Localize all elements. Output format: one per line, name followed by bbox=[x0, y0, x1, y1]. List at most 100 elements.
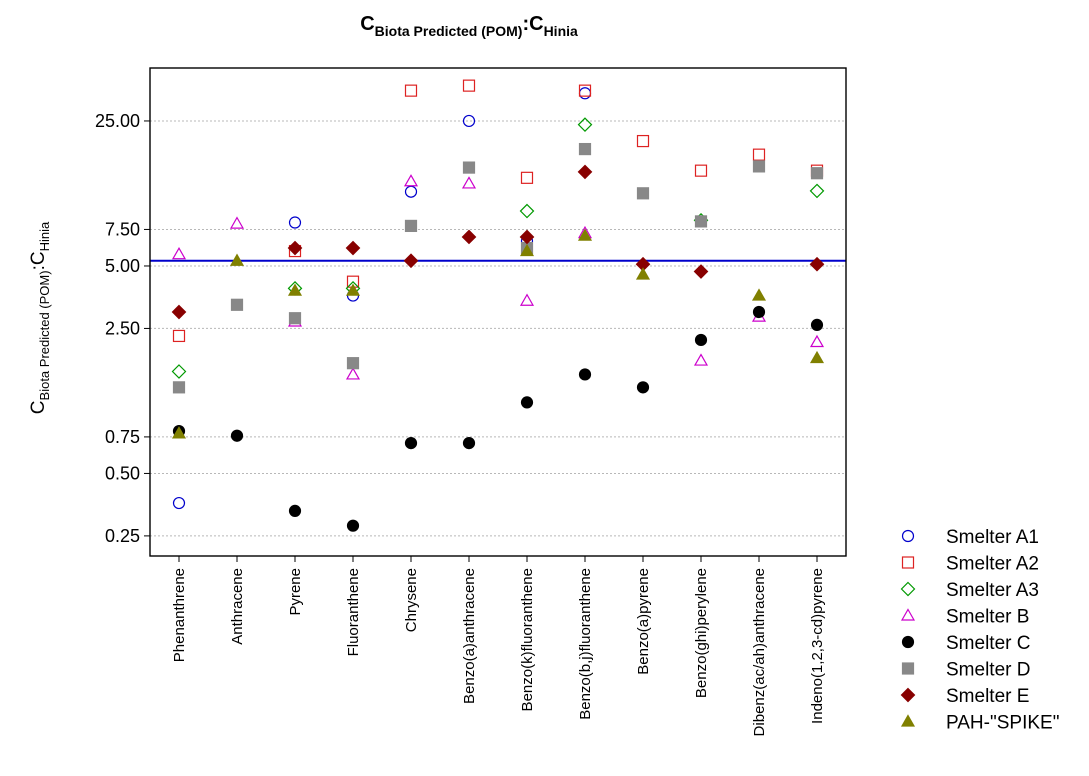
x-tick-label-benzo-b-j-fluoranthene: Benzo(b,j)fluoranthene bbox=[577, 568, 594, 720]
legend-label: Smelter A2 bbox=[946, 554, 1039, 575]
data-point-pah-spike-benzo-b-j-fluoranthene bbox=[577, 228, 593, 241]
data-point-smelter-a3-benzo-k-fluoranthene bbox=[519, 203, 535, 219]
data-point-smelter-b-fluoranthene bbox=[345, 367, 361, 380]
legend-marker bbox=[901, 662, 915, 675]
data-point-pah-spike-benzo-k-fluoranthene bbox=[519, 243, 535, 257]
legend-marker bbox=[900, 581, 916, 597]
data-point-smelter-b-benzo-a-anthracene bbox=[461, 176, 477, 189]
data-point-smelter-d-dibenz-ac-ah-anthracene bbox=[752, 160, 766, 173]
x-tick-label-benzo-k-fluoranthene: Benzo(k)fluoranthene bbox=[519, 568, 536, 711]
y-tick-label: 0.50 bbox=[105, 463, 140, 483]
data-point-smelter-e-indeno-1-2-3-cd-pyrene bbox=[809, 256, 825, 272]
x-tick-label-benzo-ghi-perylene: Benzo(ghi)perylene bbox=[693, 568, 710, 698]
x-tick-label-chrysene: Chrysene bbox=[403, 568, 420, 632]
data-point-smelter-a2-benzo-a-pyrene bbox=[636, 134, 650, 148]
legend-item-smelter-b: Smelter B bbox=[900, 607, 1029, 628]
data-point-pah-spike-anthracene bbox=[229, 253, 245, 266]
data-point-smelter-a2-benzo-b-j-fluoranthene bbox=[578, 84, 592, 97]
legend-label: Smelter D bbox=[946, 660, 1030, 681]
data-point-smelter-a3-benzo-b-j-fluoranthene bbox=[577, 117, 593, 132]
legend-item-smelter-c: Smelter C bbox=[901, 633, 1030, 654]
data-point-smelter-e-benzo-ghi-perylene bbox=[693, 264, 709, 279]
data-point-pah-spike-indeno-1-2-3-cd-pyrene bbox=[809, 350, 825, 364]
data-point-smelter-c-pyrene bbox=[288, 504, 302, 517]
data-point-smelter-d-indeno-1-2-3-cd-pyrene bbox=[810, 167, 824, 180]
legend-item-pah-spike: PAH-"SPIKE" bbox=[900, 713, 1059, 734]
data-point-smelter-a2-chrysene bbox=[404, 84, 418, 97]
data-point-smelter-e-benzo-b-j-fluoranthene bbox=[577, 164, 593, 180]
data-point-pah-spike-fluoranthene bbox=[345, 283, 361, 296]
data-point-smelter-a2-benzo-ghi-perylene bbox=[694, 164, 708, 177]
data-point-smelter-b-phenanthrene bbox=[171, 246, 187, 260]
data-point-pah-spike-dibenz-ac-ah-anthracene bbox=[751, 288, 767, 301]
legend: Smelter A1 Smelter A2 Smelter A3 Smelter B S… bbox=[900, 527, 1059, 734]
series-smelter-a1 bbox=[172, 87, 592, 510]
legend-label: Smelter A1 bbox=[946, 527, 1039, 548]
series-pah-spike bbox=[171, 228, 825, 439]
x-tick-label-dibenz-ac-ah-anthracene: Dibenz(ac/ah)anthracene bbox=[751, 568, 768, 736]
data-point-pah-spike-benzo-a-pyrene bbox=[635, 267, 651, 280]
legend-item-smelter-a1: Smelter A1 bbox=[901, 527, 1039, 548]
legend-marker bbox=[900, 714, 916, 727]
x-tick-label-benzo-a-pyrene: Benzo(a)pyrene bbox=[635, 568, 652, 675]
series-smelter-b bbox=[171, 174, 825, 380]
data-point-pah-spike-pyrene bbox=[287, 283, 303, 296]
legend-label: Smelter C bbox=[946, 633, 1030, 654]
data-point-smelter-b-benzo-ghi-perylene bbox=[693, 353, 709, 366]
series-smelter-e bbox=[171, 164, 825, 320]
data-point-smelter-c-anthracene bbox=[230, 429, 244, 442]
data-point-smelter-d-pyrene bbox=[288, 312, 302, 325]
data-point-smelter-c-benzo-a-anthracene bbox=[462, 437, 476, 450]
series-smelter-d bbox=[172, 142, 824, 394]
legend-label: Smelter A3 bbox=[946, 580, 1039, 601]
y-tick-label: 0.75 bbox=[105, 427, 140, 447]
data-point-smelter-d-benzo-a-anthracene bbox=[462, 161, 476, 174]
series-smelter-a3 bbox=[171, 117, 825, 379]
legend-label: Smelter B bbox=[946, 607, 1029, 628]
data-point-smelter-d-phenanthrene bbox=[172, 381, 186, 394]
x-tick-label-pyrene: Pyrene bbox=[287, 568, 304, 616]
data-point-smelter-d-chrysene bbox=[404, 219, 418, 233]
legend-item-smelter-a2: Smelter A2 bbox=[901, 554, 1039, 575]
x-tick-label-phenanthrene: Phenanthrene bbox=[171, 568, 188, 662]
data-point-smelter-a1-chrysene bbox=[404, 185, 418, 198]
data-point-smelter-a2-dibenz-ac-ah-anthracene bbox=[752, 148, 766, 161]
data-point-smelter-a1-phenanthrene bbox=[172, 496, 186, 510]
data-point-smelter-c-benzo-a-pyrene bbox=[636, 381, 650, 394]
series-smelter-a2 bbox=[172, 79, 824, 343]
data-point-smelter-d-anthracene bbox=[230, 298, 244, 311]
y-tick-label: 2.50 bbox=[105, 318, 140, 338]
data-point-smelter-c-benzo-b-j-fluoranthene bbox=[578, 368, 592, 381]
legend-marker bbox=[901, 556, 915, 569]
data-point-smelter-a1-benzo-b-j-fluoranthene bbox=[578, 87, 592, 100]
grid-lines bbox=[150, 120, 846, 537]
legend-item-smelter-d: Smelter D bbox=[901, 660, 1030, 681]
data-point-smelter-b-chrysene bbox=[403, 174, 419, 187]
data-point-smelter-c-indeno-1-2-3-cd-pyrene bbox=[810, 318, 824, 331]
legend-marker bbox=[901, 635, 915, 649]
y-axis-label: CBiota Predicted (POM):CHinia bbox=[28, 221, 52, 414]
y-tick-label: 0.25 bbox=[105, 526, 140, 546]
data-point-smelter-c-benzo-ghi-perylene bbox=[694, 333, 708, 347]
data-point-smelter-c-fluoranthene bbox=[346, 519, 360, 532]
legend-marker bbox=[900, 687, 916, 703]
x-tick-label-benzo-a-anthracene: Benzo(a)anthracene bbox=[461, 568, 478, 704]
data-point-smelter-a3-phenanthrene bbox=[171, 364, 187, 379]
data-point-smelter-c-chrysene bbox=[404, 437, 418, 450]
legend-label: PAH-"SPIKE" bbox=[946, 713, 1059, 734]
chart-title: CBiota Predicted (POM):CHinia bbox=[360, 13, 578, 39]
x-axis-ticks: Phenanthrene Anthracene Pyrene Fluoranthene… bbox=[171, 556, 826, 736]
y-tick-label: 5.00 bbox=[105, 256, 140, 276]
data-point-smelter-a3-indeno-1-2-3-cd-pyrene bbox=[809, 183, 825, 199]
data-point-smelter-a1-benzo-a-anthracene bbox=[462, 114, 476, 128]
y-tick-label: 7.50 bbox=[105, 219, 140, 239]
legend-item-smelter-a3: Smelter A3 bbox=[900, 580, 1039, 601]
legend-label: Smelter E bbox=[946, 686, 1029, 707]
data-points bbox=[171, 79, 825, 532]
data-point-smelter-d-benzo-a-pyrene bbox=[636, 187, 650, 200]
data-point-smelter-a2-benzo-a-anthracene bbox=[462, 79, 476, 92]
data-point-smelter-e-benzo-k-fluoranthene bbox=[519, 229, 535, 245]
x-tick-label-fluoranthene: Fluoranthene bbox=[345, 568, 362, 656]
legend-item-smelter-e: Smelter E bbox=[900, 686, 1029, 707]
